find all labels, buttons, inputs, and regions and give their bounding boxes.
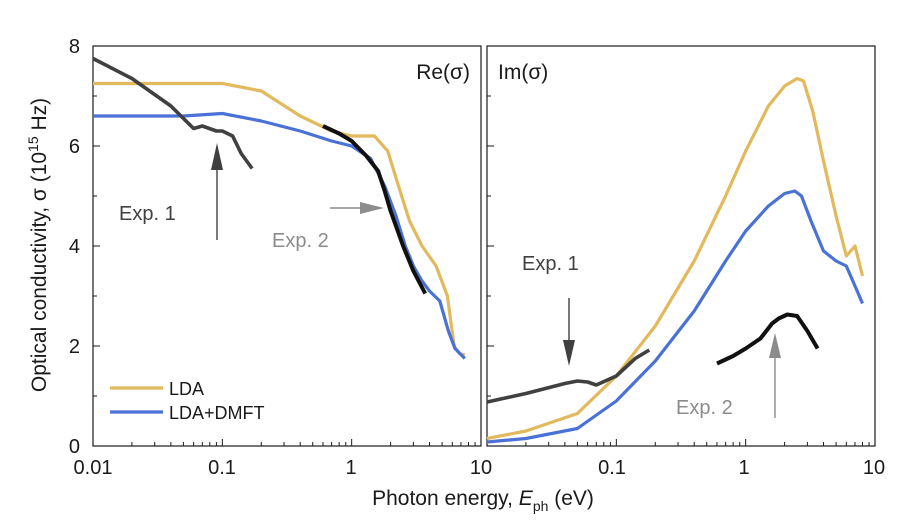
x-tick-label: 1	[345, 457, 356, 479]
panel-im: Im(σ) 0.1 1 10 Exp. 1 Exp. 2	[486, 45, 885, 479]
x-tick-label: 10	[470, 457, 492, 479]
im-exp1-arrowhead	[563, 340, 575, 366]
re-exp2-line	[322, 124, 427, 295]
im-exp1-label: Exp. 1	[522, 253, 579, 275]
im-exp2-arrowhead	[769, 333, 781, 358]
re-exp1-line	[92, 56, 254, 170]
re-exp1-label: Exp. 1	[119, 203, 176, 225]
x-tick-label: 0.1	[208, 457, 236, 479]
panel-im-title: Im(σ)	[498, 61, 548, 84]
y-tick-label: 6	[69, 136, 80, 158]
im-dmft-line	[486, 189, 864, 444]
panel-re-ticks	[92, 45, 482, 447]
im-lda-line	[486, 76, 865, 441]
y-tick-labels: 0 2 4 6 8	[69, 36, 80, 458]
y-tick-label: 4	[69, 236, 80, 258]
y-tick-label: 2	[69, 336, 80, 358]
panel-re-x-tick-labels: 0.01 0.1 1 10	[74, 457, 493, 479]
im-exp1-line	[486, 348, 651, 404]
re-exp2-label: Exp. 2	[272, 230, 329, 252]
y-tick-label: 8	[69, 36, 80, 58]
panel-im-x-tick-labels: 0.1 1 10	[598, 457, 885, 479]
x-tick-label: 10	[863, 457, 885, 479]
panel-im-ticks	[486, 45, 876, 447]
legend: LDA LDA+DMFT	[110, 379, 265, 423]
x-axis-title: Photon energy, Eph (eV)	[372, 487, 594, 514]
panel-re: Re(σ) 0.01 0.1 1 10 Exp. 1 Exp. 2 LDA LD…	[74, 45, 493, 479]
re-exp1-arrowhead	[211, 143, 223, 170]
x-tick-label: 1	[738, 457, 749, 479]
re-lda-line	[93, 81, 466, 357]
im-exp2-line	[716, 312, 820, 366]
x-tick-label: 0.01	[74, 457, 113, 479]
re-dmft-line	[93, 111, 466, 360]
x-tick-label: 0.1	[598, 457, 626, 479]
panel-im-frame	[486, 45, 876, 447]
panel-re-title: Re(σ)	[416, 61, 470, 84]
im-exp2-label: Exp. 2	[676, 397, 733, 419]
y-tick-label: 0	[69, 436, 80, 458]
re-exp2-arrowhead	[360, 202, 384, 214]
legend-dmft-label: LDA+DMFT	[169, 403, 265, 423]
y-axis-title: Optical conductivity, σ (1015 Hz)	[25, 98, 51, 392]
legend-lda-label: LDA	[169, 379, 204, 399]
